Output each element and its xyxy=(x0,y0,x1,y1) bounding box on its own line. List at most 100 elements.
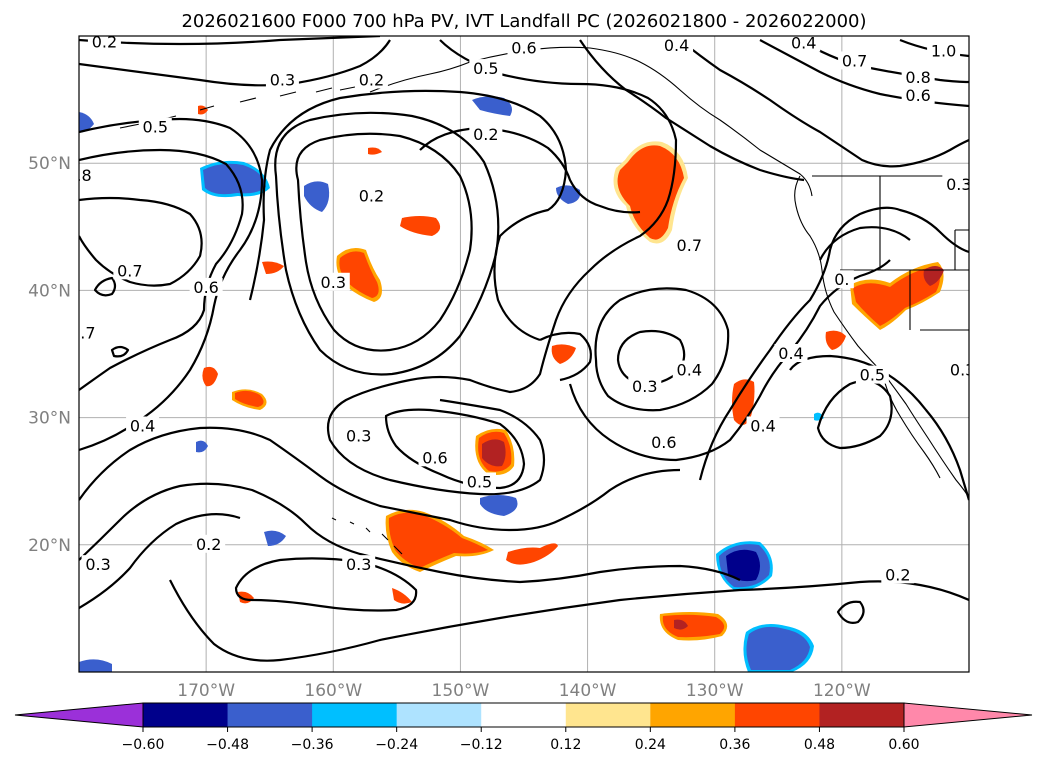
contour-label-bg xyxy=(469,59,503,78)
contour-label: 0.4 xyxy=(750,417,775,436)
border-states xyxy=(840,176,969,331)
contour-label: 0.4 xyxy=(664,36,689,55)
contour-line xyxy=(79,426,681,532)
contour-label-bg xyxy=(901,67,935,86)
colorbar-tick-label: 0.60 xyxy=(888,737,919,753)
contour-line xyxy=(698,206,969,481)
contour-line xyxy=(79,196,203,287)
contour-line xyxy=(819,226,911,261)
contour-line xyxy=(169,579,969,662)
contour-label-bg xyxy=(354,70,388,89)
positive-blob xyxy=(388,512,488,568)
contour-label-bg xyxy=(927,41,961,60)
contour-line xyxy=(274,111,500,376)
contour-label: 0.2 xyxy=(359,71,384,90)
contour-label: 0.8 xyxy=(66,166,91,185)
negative-blob xyxy=(203,163,266,195)
positive-blob xyxy=(400,216,441,236)
contour-label: 0.3 xyxy=(346,555,371,574)
lon-tick-label: 130°W xyxy=(686,681,744,701)
contour-label: 0.5 xyxy=(143,118,168,137)
colorbar-extend-low xyxy=(14,702,144,728)
contour-label-bg xyxy=(855,365,889,384)
contour-label-bg xyxy=(342,426,376,445)
contour-labels: 0.2 0.60.50.4 0.40.71.00.80.60.3 0.20.5 0.20… xyxy=(66,34,969,584)
contour-label: 0.2 xyxy=(196,535,221,554)
contour-line xyxy=(295,132,473,352)
contour-line xyxy=(579,39,805,182)
contour-label-bg xyxy=(189,277,223,296)
contour-label-bg xyxy=(672,360,706,379)
shading xyxy=(79,96,944,672)
contour-label: 0.2 xyxy=(473,125,498,144)
contour-label: 0.2 xyxy=(885,565,910,584)
positive-blob xyxy=(235,390,264,407)
lat-tick-label: 30°N xyxy=(28,409,71,429)
contour-label: 0.4 xyxy=(677,361,702,380)
contour-label-bg xyxy=(138,117,172,136)
positive-blob xyxy=(262,261,284,274)
positive-blob xyxy=(339,251,379,298)
colorbar-tick-label: −0.12 xyxy=(460,737,503,753)
colorbar-swatch xyxy=(734,703,820,727)
contour-label: 0.3 xyxy=(346,427,371,446)
contour-label-bg xyxy=(126,416,160,435)
positive-blob xyxy=(482,439,506,467)
lon-tick-label: 140°W xyxy=(559,681,617,701)
contour-label-bg xyxy=(774,344,808,362)
contour-label: 0.2 xyxy=(359,186,384,205)
negative-blob xyxy=(746,626,810,670)
contour-label-bg xyxy=(901,85,935,104)
colorbar-swatch xyxy=(819,703,905,727)
contour-label: 0.5 xyxy=(860,366,885,385)
contour-line xyxy=(326,39,678,496)
colorbar-extend-high xyxy=(903,702,1033,728)
contour-line xyxy=(384,408,526,490)
map-background xyxy=(79,36,969,672)
positive-blob xyxy=(392,588,412,604)
lat-tick-label: 50°N xyxy=(28,154,71,174)
colorbar-swatch xyxy=(312,703,398,727)
colorbar-tick-label: 0.36 xyxy=(719,737,750,753)
contour-line xyxy=(234,557,418,612)
contour-label: 0.5 xyxy=(473,59,498,78)
contour-label-bg xyxy=(881,565,915,584)
negative-blob xyxy=(472,96,512,116)
negative-blob xyxy=(79,659,112,672)
contour-label: 0.6 xyxy=(905,86,930,105)
contour-line xyxy=(419,126,641,214)
colorbar-frame xyxy=(142,702,905,728)
contour-label-bg xyxy=(507,38,541,57)
contour-label: 0. xyxy=(834,270,849,289)
contour-label: 0.4 xyxy=(130,417,155,436)
contour-label-bg xyxy=(838,51,872,70)
contour-label: 0.3 xyxy=(270,71,295,90)
positive-blob xyxy=(923,266,944,286)
contour-label: 0.6 xyxy=(422,448,447,467)
contour-label-bg xyxy=(942,174,969,193)
latitude-tick-labels: 20°N 30°N 40°N 50°N xyxy=(28,154,71,556)
contour-label-bg xyxy=(829,270,854,289)
contour-label: 0.4 xyxy=(791,34,816,53)
contour-label-bg xyxy=(628,377,662,396)
contour-line xyxy=(79,482,741,584)
contour-label-bg xyxy=(79,165,96,184)
coastlines xyxy=(119,46,969,555)
lon-tick-label: 150°W xyxy=(432,681,490,701)
contour-label-bg xyxy=(316,272,350,291)
colorbar: −0.60 −0.48 −0.36 −0.24 −0.12 0.12 0.24 0.36 0.4… xyxy=(14,702,1033,753)
positive-blob xyxy=(198,105,208,115)
contour-label-bg xyxy=(342,555,376,574)
contour-label-bg xyxy=(79,323,100,342)
colorbar-tick-label: −0.60 xyxy=(122,737,165,753)
contour-label: 0.4 xyxy=(778,344,803,363)
positive-blob xyxy=(617,145,684,240)
lat-tick-label: 20°N xyxy=(28,536,71,556)
contour-label-bg xyxy=(660,36,694,55)
contour-label: 0.7 xyxy=(117,261,142,280)
coastline-west-north-america xyxy=(794,175,969,499)
negative-blob xyxy=(196,440,208,453)
contour-label-bg xyxy=(463,472,496,491)
contour-label-bg xyxy=(787,36,821,52)
